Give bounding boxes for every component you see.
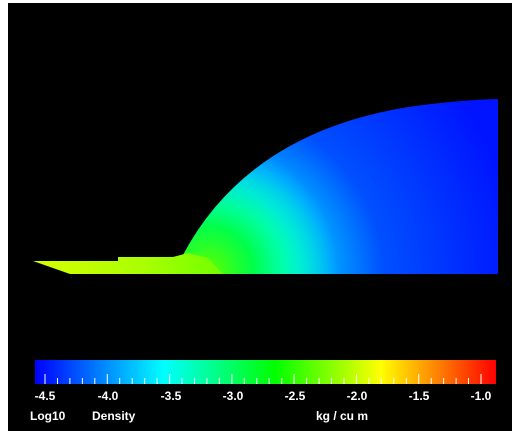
log-label: Log10 — [30, 409, 66, 423]
colorbar-gradient — [35, 360, 496, 384]
visualization-frame — [8, 3, 512, 431]
colorbar-tick-label: -1.5 — [408, 389, 430, 403]
plume-core — [183, 99, 498, 274]
colorbar-tick-label: -4.0 — [97, 389, 119, 403]
nozzle-lip — [33, 253, 223, 274]
quantity-label: Density — [92, 409, 136, 423]
density-field-plot — [33, 99, 498, 274]
colorbar-tick-label: -1.0 — [470, 389, 492, 403]
units-label: kg / cu m — [316, 409, 369, 423]
colorbar-tick-label: -2.0 — [346, 389, 368, 403]
colorbar-tick-label: -2.5 — [284, 389, 306, 403]
colorbar-tick-label: -3.5 — [160, 389, 182, 403]
colorbar-tick-label: -4.5 — [34, 389, 56, 403]
colorbar-ticks — [44, 374, 482, 384]
colorbar-tick-label: -3.0 — [222, 389, 244, 403]
colorbar — [35, 360, 496, 384]
